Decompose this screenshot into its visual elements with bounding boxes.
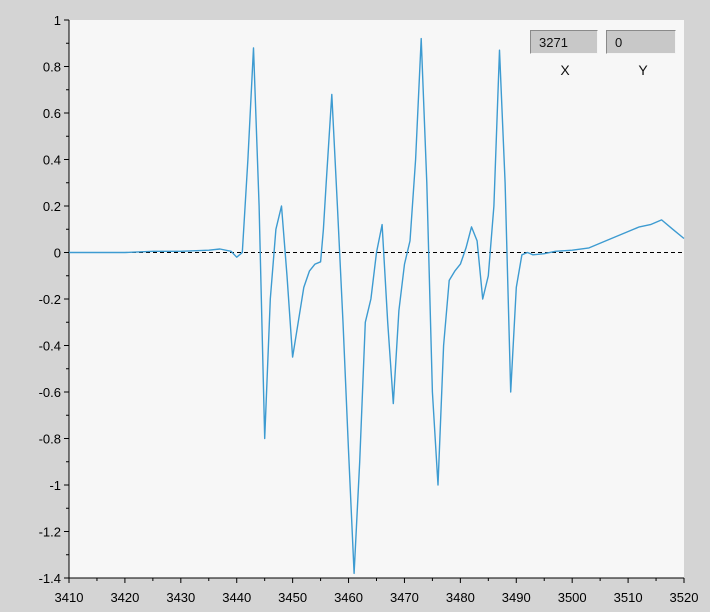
y-tick-label: -1.4 xyxy=(39,571,61,586)
cursor-x-value[interactable]: 3271 xyxy=(530,30,598,54)
y-tick-label: 0.4 xyxy=(43,153,61,168)
y-tick-label: -0.4 xyxy=(39,339,61,354)
y-tick-label: 0 xyxy=(54,246,61,261)
x-tick-label: 3460 xyxy=(334,590,363,605)
x-tick-label: 3480 xyxy=(446,590,475,605)
y-tick-label: -1 xyxy=(49,478,61,493)
x-axis: 3410 3420 3430 3440 3450 3460 3470 3480 3490 3500… xyxy=(55,577,699,605)
y-tick-label: 0.8 xyxy=(43,60,61,75)
x-tick-label: 3440 xyxy=(222,590,251,605)
x-tick-label: 3490 xyxy=(502,590,531,605)
y-tick-label: 0.6 xyxy=(43,106,61,121)
x-tick-label: 3450 xyxy=(278,590,307,605)
cursor-y-value[interactable]: 0 xyxy=(606,30,676,54)
cursor-y-label: Y xyxy=(638,62,648,78)
y-tick-label: -0.8 xyxy=(39,432,61,447)
x-tick-label: 3470 xyxy=(390,590,419,605)
plot-area xyxy=(69,20,684,578)
y-tick-label: -0.6 xyxy=(39,385,61,400)
y-tick-label: -0.2 xyxy=(39,292,61,307)
x-tick-label: 3420 xyxy=(110,590,139,605)
x-tick-label: 3510 xyxy=(614,590,643,605)
x-tick-label: 3520 xyxy=(670,590,699,605)
cursor-x-label: X xyxy=(560,62,570,78)
y-axis: 1 0.8 0.6 0.4 0.2 0 -0.2 -0.4 -0.6 -0.8 -1 -1.2 -1.4 xyxy=(39,13,70,586)
x-tick-label: 3500 xyxy=(558,590,587,605)
y-tick-label: -1.2 xyxy=(39,525,61,540)
y-tick-label: 1 xyxy=(54,13,61,28)
series-line xyxy=(69,37,685,575)
x-tick-label: 3410 xyxy=(55,590,84,605)
x-tick-label: 3430 xyxy=(166,590,195,605)
y-tick-label: 0.2 xyxy=(43,199,61,214)
